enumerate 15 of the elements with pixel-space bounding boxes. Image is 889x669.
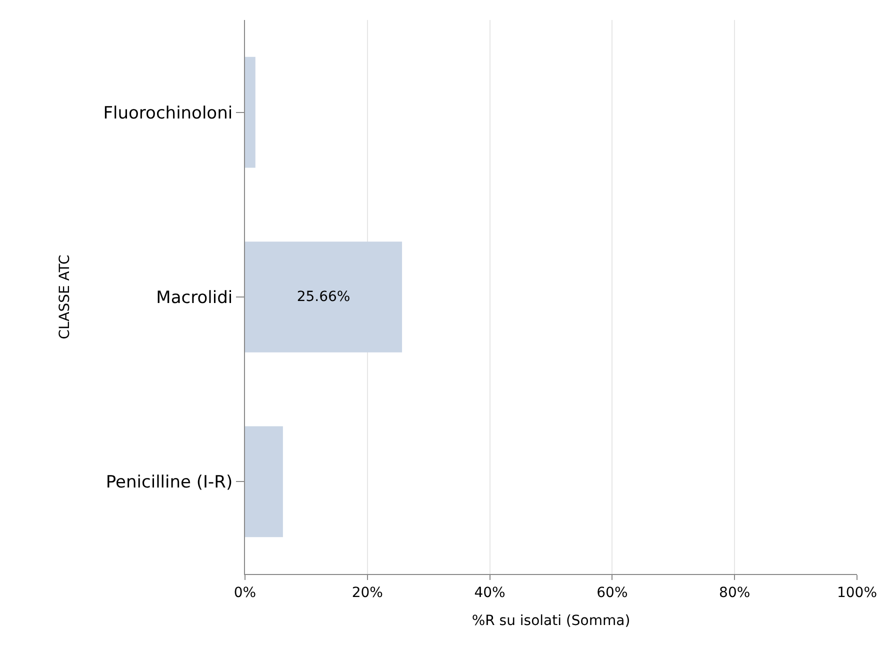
y-axis-title: CLASSE ATC: [56, 254, 73, 340]
bar: [245, 56, 256, 168]
x-tick-label: 100%: [836, 584, 878, 601]
bar: [245, 242, 402, 352]
x-tick-label: 40%: [474, 584, 506, 601]
data-label: 25.66%: [296, 289, 350, 305]
y-tick-label: Macrolidi: [156, 288, 233, 308]
x-tick-label: 20%: [352, 584, 383, 601]
x-tick-label: 0%: [234, 584, 256, 601]
y-tick-label: Penicilline (I-R): [106, 472, 233, 493]
x-axis-title: %R su isolati (Somma): [472, 613, 630, 630]
y-tick-label: Fluorochinoloni: [103, 103, 233, 124]
bar: [245, 426, 283, 538]
x-tick-label: 60%: [596, 584, 628, 601]
x-tick-label: 80%: [719, 584, 750, 601]
